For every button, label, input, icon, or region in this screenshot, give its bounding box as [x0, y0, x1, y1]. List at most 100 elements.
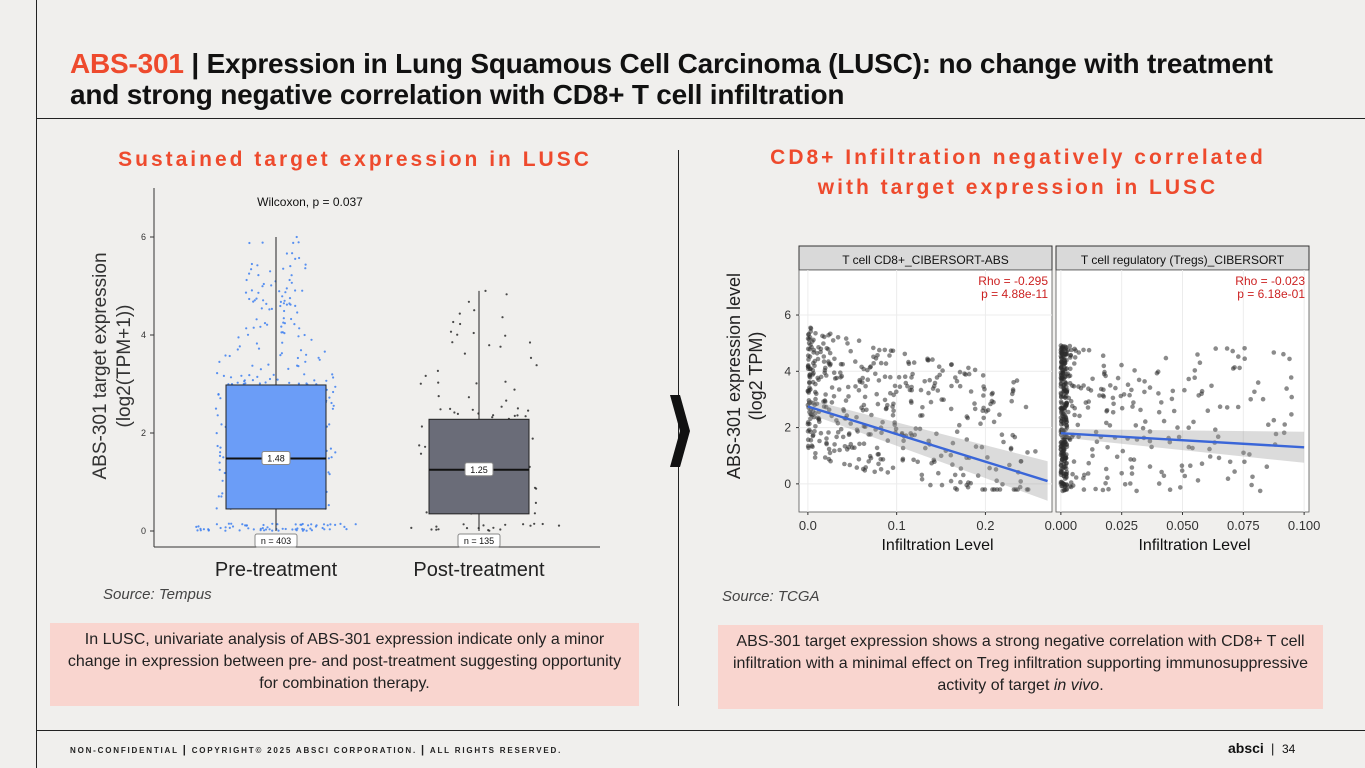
scatter-point [839, 373, 845, 379]
scatter-point [854, 465, 860, 470]
scatter-point [822, 399, 828, 404]
scatter-point [878, 457, 883, 462]
scatter-point [1059, 359, 1064, 365]
scatter-point [1147, 464, 1153, 469]
column-divider [678, 150, 679, 706]
scatter-point [1207, 454, 1213, 459]
scatter-point [930, 386, 936, 391]
scatter-point [1271, 350, 1277, 355]
scatter-point [813, 331, 818, 336]
scatter-point [1064, 460, 1069, 466]
scatter-point [848, 441, 854, 447]
x-axis-label: Infiltration Level [881, 537, 993, 554]
data-point [270, 307, 273, 310]
data-point [513, 414, 516, 417]
scatter-point [1010, 391, 1015, 397]
panel-strip-label: T cell CD8+_CIBERSORT-ABS [842, 253, 1009, 267]
data-point [332, 404, 335, 407]
data-point [261, 241, 264, 244]
right-callout-italic: in vivo [1053, 677, 1100, 694]
scatter-point [807, 374, 812, 379]
scatter-point [876, 451, 881, 457]
data-point [491, 416, 494, 419]
scatter-point [1119, 471, 1124, 476]
data-point [475, 382, 478, 385]
scatter-point [906, 361, 912, 367]
data-point [288, 278, 291, 282]
scatter-point [1130, 404, 1135, 409]
data-point [531, 437, 534, 440]
scatter-point [1230, 366, 1236, 371]
rho-label: Rho = -0.023 [1235, 274, 1305, 288]
data-point [277, 529, 280, 532]
median-label: 1.48 [267, 453, 285, 463]
scatter-point [882, 397, 888, 403]
scatter-point [1227, 459, 1233, 465]
data-point [263, 529, 266, 532]
scatter-point [837, 447, 842, 453]
scatter-point [813, 396, 818, 402]
scatter-point [1081, 476, 1086, 481]
page-number: 34 [1282, 742, 1296, 756]
scatter-point [1242, 346, 1247, 351]
scatter-point [1281, 430, 1287, 436]
title-text: Expression in Lung Squamous Cell Carcino… [70, 48, 1273, 110]
scatter-point [909, 375, 914, 380]
scatter-point [814, 391, 819, 396]
scatter-point [830, 338, 836, 343]
data-point [268, 308, 271, 311]
scatter-point [897, 384, 903, 389]
scatter-point [957, 369, 963, 375]
data-point [419, 382, 422, 385]
scatter-point [953, 375, 958, 380]
data-point [228, 526, 231, 529]
data-point [222, 456, 225, 459]
scatter-point [1119, 362, 1124, 368]
scatter-point [1062, 344, 1068, 349]
data-point [500, 405, 503, 408]
data-point [221, 492, 224, 495]
data-point [216, 372, 219, 375]
data-point [291, 252, 294, 255]
data-point [522, 523, 525, 526]
scatter-point [1104, 420, 1109, 426]
scatter-point [816, 417, 822, 422]
scatter-point [838, 370, 843, 375]
scatter-point [832, 448, 837, 454]
scatter-point [827, 450, 833, 456]
data-point [283, 332, 286, 335]
data-point [219, 446, 222, 449]
data-point [269, 270, 272, 273]
scatter-point [1127, 392, 1132, 398]
scatter-point [1018, 479, 1023, 484]
scatter-point [1225, 476, 1231, 481]
scatter-point [891, 408, 896, 414]
scatter-point [871, 354, 876, 360]
scatter-point [861, 402, 867, 408]
scatter-point [821, 354, 827, 359]
scatter-point [1178, 485, 1183, 490]
chevron-right-icon [670, 395, 690, 467]
data-point [294, 523, 297, 526]
data-point [278, 290, 281, 293]
data-point [272, 373, 275, 376]
scatter-point [822, 334, 827, 340]
scatter-point [836, 387, 842, 392]
data-point [214, 407, 218, 410]
scatter-point [1213, 346, 1218, 351]
right-callout: ABS-301 target expression shows a strong… [718, 625, 1323, 709]
x-axis-label: Infiltration Level [1138, 537, 1250, 554]
scatter-point [847, 462, 853, 468]
scatter-point [1011, 487, 1017, 492]
scatter-point [832, 442, 837, 447]
scatter-point [1085, 405, 1091, 410]
scatter-point [856, 457, 862, 462]
scatter-point [888, 374, 893, 380]
scatter-point [1192, 375, 1197, 380]
data-point [504, 380, 507, 383]
scatter-point [1060, 480, 1066, 486]
scatter-point [952, 472, 958, 478]
scatter-point [1136, 377, 1142, 383]
data-point [261, 527, 264, 530]
scatter-point [1062, 443, 1067, 448]
